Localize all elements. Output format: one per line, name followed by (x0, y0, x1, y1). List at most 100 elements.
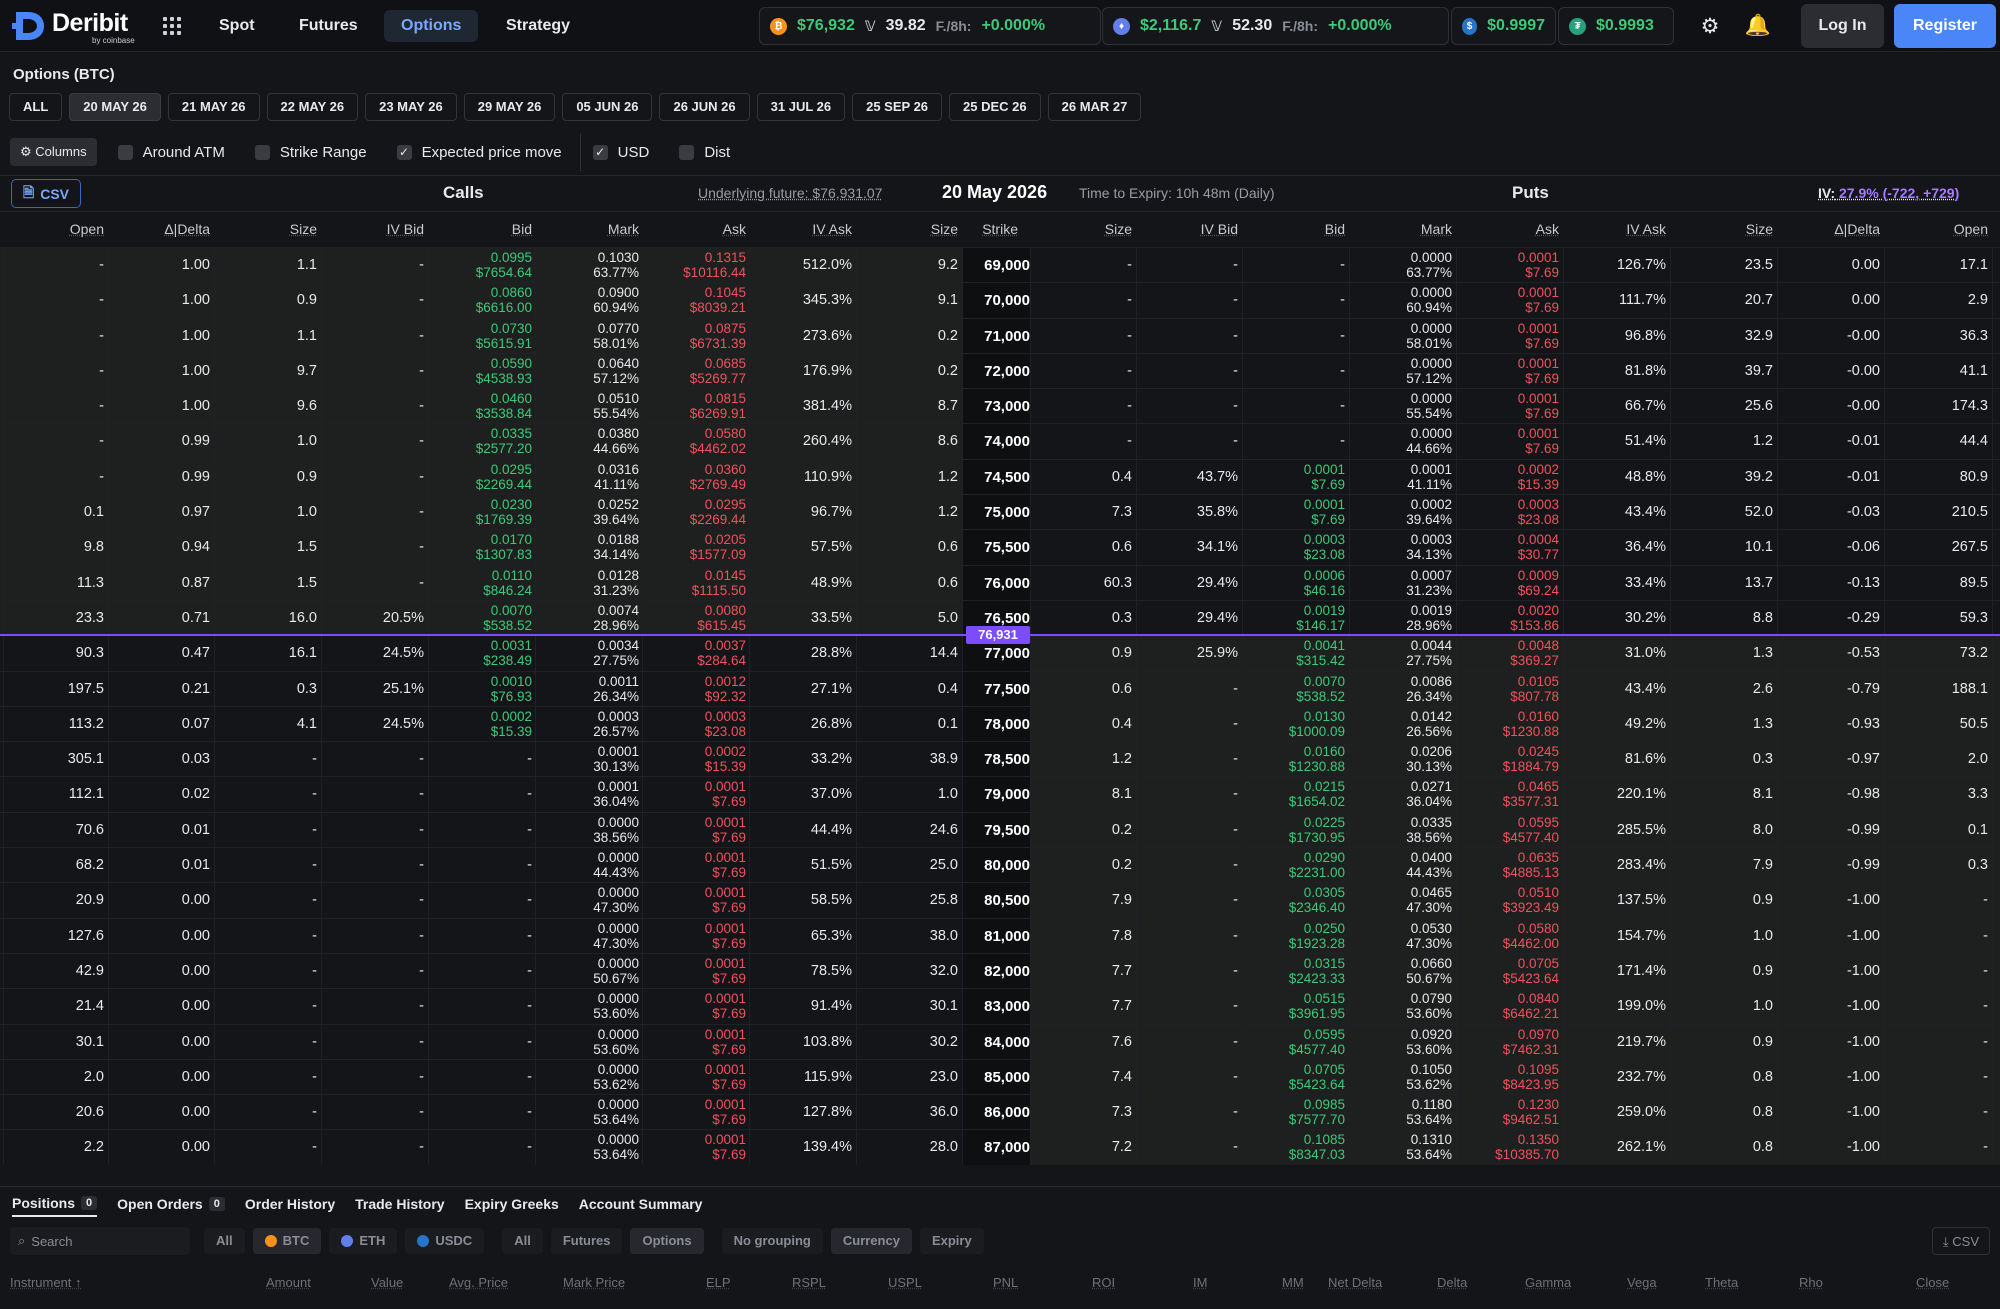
put-mark-price[interactable]: 0.0007 (1410, 567, 1452, 583)
call-iv-ask[interactable]: 37.0% (810, 786, 852, 803)
expiry-tab[interactable]: 25 DEC 26 (949, 93, 1041, 121)
call-iv-ask[interactable]: 345.3% (802, 292, 852, 309)
positions-column-header[interactable]: Theta (1705, 1275, 1739, 1290)
put-iv-ask[interactable]: 66.7% (1624, 398, 1666, 415)
put-ask-price[interactable]: 0.0595 (1517, 814, 1559, 830)
put-open[interactable]: 41.1 (1959, 362, 1988, 379)
put-mark-sub[interactable]: 63.77% (1406, 265, 1452, 280)
put-bid-price[interactable]: 0.0003 (1303, 532, 1345, 548)
put-iv-ask[interactable]: 51.4% (1624, 433, 1666, 450)
call-delta[interactable]: 0.02 (181, 786, 210, 803)
put-mark-sub[interactable]: 44.43% (1406, 865, 1452, 881)
put-ask-price[interactable]: 0.0001 (1517, 426, 1559, 442)
put-ask-price[interactable]: 0.0105 (1517, 673, 1559, 689)
call-ask-price[interactable]: 0.0001 (704, 1061, 746, 1077)
call-bid-size[interactable]: - (312, 751, 317, 768)
put-mark-price[interactable]: 0.0000 (1410, 426, 1452, 442)
put-bid-price[interactable]: 0.0595 (1303, 1026, 1345, 1042)
call-ask-price[interactable]: 0.0685 (704, 355, 746, 371)
call-iv-bid[interactable]: - (419, 468, 424, 485)
put-bid-sub[interactable]: $2346.40 (1288, 900, 1345, 916)
call-iv-bid[interactable]: - (419, 1139, 424, 1156)
call-bid-size[interactable]: - (312, 1068, 317, 1085)
put-mark-price[interactable]: 0.0335 (1410, 814, 1452, 830)
put-iv-bid[interactable]: - (1233, 398, 1238, 415)
put-bid-price[interactable]: 0.0290 (1303, 850, 1345, 866)
put-mark-sub[interactable]: 55.54% (1406, 406, 1452, 422)
put-ask-sub[interactable]: $5423.64 (1502, 970, 1559, 986)
call-delta[interactable]: 0.01 (181, 857, 210, 874)
put-column-header[interactable]: IV Bid (1200, 221, 1238, 237)
call-open[interactable]: 2.2 (83, 1139, 104, 1156)
put-open[interactable]: - (1983, 1033, 1988, 1050)
call-delta[interactable]: 0.94 (181, 539, 210, 556)
put-open[interactable]: - (1983, 1068, 1988, 1085)
put-ask-price[interactable]: 0.0001 (1517, 320, 1559, 336)
call-ask-price[interactable]: 0.0205 (704, 532, 746, 548)
call-ask-size[interactable]: 9.2 (937, 257, 958, 273)
call-ask-sub[interactable]: $6731.39 (689, 335, 746, 351)
put-ask-sub[interactable]: $7.69 (1525, 406, 1559, 422)
put-delta[interactable]: -1.00 (1846, 1033, 1880, 1050)
call-ask-sub[interactable]: $615.45 (697, 617, 746, 633)
put-delta[interactable]: -1.00 (1846, 962, 1880, 979)
put-iv-bid[interactable]: - (1233, 962, 1238, 979)
call-open[interactable]: - (99, 327, 104, 344)
call-iv-ask[interactable]: 260.4% (802, 433, 852, 450)
positions-tab[interactable]: Trade History (355, 1195, 444, 1217)
put-open[interactable]: 36.3 (1959, 327, 1988, 344)
positions-column-header[interactable]: MM (1282, 1275, 1304, 1290)
call-mark-price[interactable]: 0.0000 (597, 920, 639, 936)
register-button[interactable]: Register (1894, 4, 1996, 48)
put-ask-size[interactable]: 0.9 (1752, 892, 1773, 909)
call-iv-bid[interactable]: - (419, 998, 424, 1015)
put-mark-sub[interactable]: 41.11% (1407, 476, 1452, 492)
put-delta[interactable]: -0.00 (1846, 362, 1880, 379)
call-iv-ask[interactable]: 176.9% (802, 362, 852, 379)
call-bid-price[interactable]: 0.0031 (490, 638, 532, 654)
put-mark-sub[interactable]: 53.60% (1406, 1041, 1452, 1057)
put-bid-sub[interactable]: $1000.09 (1288, 723, 1345, 739)
positions-tab[interactable]: Order History (245, 1195, 335, 1217)
put-ask-price[interactable]: 0.0635 (1517, 850, 1559, 866)
call-bid-sub[interactable]: $4538.93 (475, 370, 532, 386)
put-mark-price[interactable]: 0.0000 (1410, 320, 1452, 336)
positions-column-header[interactable]: Gamma (1525, 1275, 1572, 1290)
put-open[interactable]: 188.1 (1951, 680, 1988, 697)
put-column-header[interactable]: IV Ask (1626, 221, 1666, 237)
put-mark-sub[interactable]: 57.12% (1406, 370, 1452, 386)
call-mark-sub[interactable]: 31.23% (593, 582, 639, 598)
put-iv-ask[interactable]: 81.8% (1624, 362, 1666, 379)
around-atm-toggle[interactable]: Around ATM (117, 144, 225, 161)
put-mark-price[interactable]: 0.0530 (1410, 920, 1452, 936)
put-open[interactable]: 17.1 (1959, 257, 1988, 273)
put-ask-sub[interactable]: $8423.95 (1502, 1076, 1559, 1092)
put-iv-ask[interactable]: 30.2% (1624, 609, 1666, 626)
positions-column-header[interactable]: ROI (1092, 1275, 1116, 1290)
put-iv-bid[interactable]: - (1233, 292, 1238, 309)
call-ask-size[interactable]: 14.4 (929, 645, 958, 662)
call-ask-price[interactable]: 0.0580 (704, 426, 746, 442)
put-iv-bid[interactable]: 34.1% (1196, 539, 1238, 556)
call-mark-sub[interactable]: 41.11% (594, 476, 639, 492)
call-ask-size[interactable]: 0.2 (937, 327, 958, 344)
call-open[interactable]: 197.5 (67, 680, 104, 697)
call-mark-sub[interactable]: 26.34% (593, 688, 639, 704)
call-ask-size[interactable]: 38.9 (929, 751, 958, 768)
call-iv-ask[interactable]: 48.9% (810, 574, 852, 591)
call-iv-ask[interactable]: 127.8% (802, 1104, 852, 1121)
call-mark-price[interactable]: 0.0000 (597, 850, 639, 866)
put-mark-sub[interactable]: 26.34% (1406, 688, 1452, 704)
call-bid-size[interactable]: 16.0 (288, 609, 317, 626)
call-delta[interactable]: 0.00 (181, 1068, 210, 1085)
put-open[interactable]: 2.9 (1967, 292, 1988, 309)
call-open[interactable]: 11.3 (76, 574, 104, 591)
put-ask-size[interactable]: 39.2 (1744, 468, 1773, 485)
put-bid-price[interactable]: 0.0019 (1303, 602, 1345, 618)
put-mark-sub[interactable]: 38.56% (1406, 829, 1452, 845)
call-iv-bid[interactable]: - (419, 962, 424, 979)
call-iv-bid[interactable]: - (419, 892, 424, 909)
put-ask-size[interactable]: 1.3 (1752, 645, 1773, 662)
positions-column-header[interactable]: Avg. Price (449, 1275, 509, 1290)
call-ask-price[interactable]: 0.0145 (704, 567, 746, 583)
